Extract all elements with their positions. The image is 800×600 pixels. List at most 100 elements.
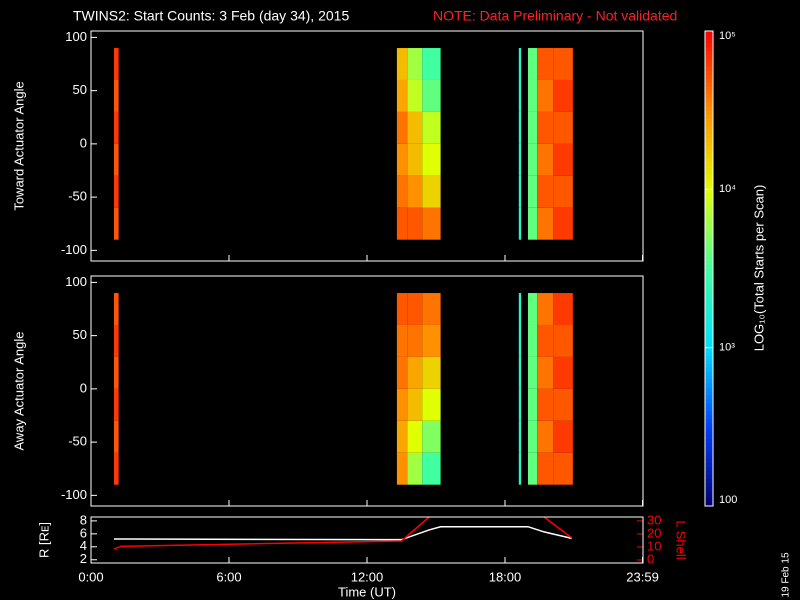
colorbar-swatch — [705, 110, 713, 115]
colorbar-swatch — [705, 268, 713, 273]
heat-cell — [537, 420, 554, 453]
colorbar-swatch — [705, 363, 713, 368]
colorbar-swatch — [705, 86, 713, 91]
y-tick-label: 20 — [647, 525, 661, 540]
colorbar-swatch — [705, 414, 713, 420]
colorbar-swatch — [705, 54, 713, 60]
x-tick-label: 18:00 — [489, 569, 522, 584]
heat-cell — [537, 388, 554, 421]
heat-cell — [396, 356, 408, 389]
colorbar-swatch — [705, 141, 713, 147]
y-tick-label: 10 — [647, 538, 661, 553]
colorbar-swatch — [705, 38, 713, 44]
y-axis-label: Toward Actuator Angle — [11, 81, 26, 210]
colorbar-swatch — [705, 466, 713, 471]
colorbar-swatch — [705, 248, 713, 254]
colorbar-swatch — [705, 316, 713, 321]
colorbar-swatch — [705, 31, 713, 36]
line — [114, 525, 572, 541]
colorbar-swatch — [705, 137, 713, 143]
colorbar-swatch — [705, 454, 713, 459]
colorbar-swatch — [705, 145, 713, 151]
colorbar-swatch — [705, 224, 713, 230]
colorbar-swatch — [705, 438, 713, 444]
heat-cell — [396, 324, 408, 357]
colorbar-swatch — [705, 347, 713, 353]
colorbar-swatch — [705, 82, 713, 87]
heat-cell — [422, 111, 441, 144]
heat-cell — [528, 111, 538, 144]
colorbar-swatch — [705, 403, 713, 408]
heat-cell — [518, 452, 522, 485]
y-tick-label: -50 — [68, 189, 87, 204]
colorbar-swatch — [705, 90, 713, 95]
colorbar-swatch — [705, 252, 713, 258]
colorbar-swatch — [705, 478, 713, 483]
colorbar-swatch — [705, 185, 713, 190]
y-tick-label: 50 — [73, 327, 87, 342]
heat-cell — [396, 207, 408, 240]
heat-cell — [396, 79, 408, 112]
colorbar-swatch — [705, 323, 713, 329]
y-axis-label: Away Actuator Angle — [11, 331, 26, 450]
heat-cell — [114, 452, 119, 485]
colorbar-swatch — [705, 181, 713, 186]
colorbar-swatch — [705, 106, 713, 111]
colorbar-swatch — [705, 395, 713, 400]
colorbar-swatch — [705, 426, 713, 432]
colorbar-swatch — [705, 232, 713, 238]
heat-cell — [553, 143, 573, 176]
colorbar-swatch — [705, 157, 713, 163]
heat-cell — [528, 207, 538, 240]
colorbar-swatch — [705, 292, 713, 297]
colorbar-swatch — [705, 102, 713, 107]
heat-cell — [422, 293, 441, 325]
heat-cell — [407, 356, 423, 389]
heat-cell — [537, 143, 554, 176]
colorbar-swatch — [705, 339, 713, 345]
colorbar-swatch — [705, 129, 713, 135]
colorbar-swatch — [705, 371, 713, 376]
heat-cell — [553, 293, 573, 325]
colorbar-swatch — [705, 256, 713, 262]
y-tick-label: 4 — [80, 538, 87, 553]
date: 19 Feb 15 — [781, 552, 792, 597]
colorbar-swatch — [705, 355, 713, 361]
note: NOTE: Data Preliminary - Not validated — [433, 8, 677, 24]
colorbar-swatch — [705, 78, 713, 83]
heat-cell — [553, 388, 573, 421]
heat-cell — [553, 452, 573, 485]
colorbar-swatch — [705, 34, 713, 40]
colorbar-swatch — [705, 375, 713, 380]
heat-cell — [396, 175, 408, 208]
heat-cell — [407, 452, 423, 485]
colorbar-swatch — [705, 458, 713, 463]
heat-cell — [553, 207, 573, 240]
colorbar-swatch — [705, 351, 713, 357]
colorbar-swatch — [705, 46, 713, 52]
heat-cell — [396, 48, 408, 80]
y-tick-label: 2 — [80, 551, 87, 566]
y-tick-label: 100 — [65, 29, 87, 44]
colorbar-swatch — [705, 58, 713, 64]
heat-cell — [407, 420, 423, 453]
y-tick-label: 0 — [80, 380, 87, 395]
heat-cell — [114, 79, 119, 112]
colorbar-swatch — [705, 327, 713, 333]
colorbar-swatch — [705, 430, 713, 436]
heat-cell — [518, 207, 522, 240]
colorbar-swatch — [705, 62, 713, 68]
heat-cell — [422, 48, 441, 80]
heat-cell — [518, 420, 522, 453]
heat-cell — [396, 420, 408, 453]
heat-cell — [553, 324, 573, 357]
line — [543, 517, 573, 539]
colorbar-swatch — [705, 149, 713, 155]
colorbar-swatch — [705, 379, 713, 384]
heat-cell — [396, 111, 408, 144]
heat-cell — [518, 48, 522, 80]
heat-cell — [407, 48, 423, 80]
heat-cell — [396, 143, 408, 176]
heat-cell — [553, 111, 573, 144]
heat-cell — [114, 207, 119, 240]
